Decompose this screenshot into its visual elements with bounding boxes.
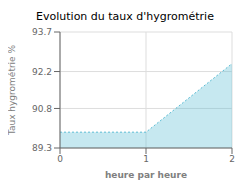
- svg-text:0: 0: [57, 154, 63, 164]
- svg-text:90.8: 90.8: [32, 104, 52, 114]
- svg-text:heure par heure: heure par heure: [105, 170, 187, 180]
- svg-text:92.2: 92.2: [32, 67, 52, 77]
- svg-text:89.3: 89.3: [32, 143, 52, 153]
- svg-text:93.7: 93.7: [32, 27, 52, 37]
- svg-text:1: 1: [143, 154, 149, 164]
- svg-text:2: 2: [229, 154, 235, 164]
- html-text:Evolution du taux d'hygrométri: Evolution du taux d'hygrométrie: [36, 10, 214, 23]
- svg-text:Taux hygrométrie %: Taux hygrométrie %: [8, 44, 17, 136]
